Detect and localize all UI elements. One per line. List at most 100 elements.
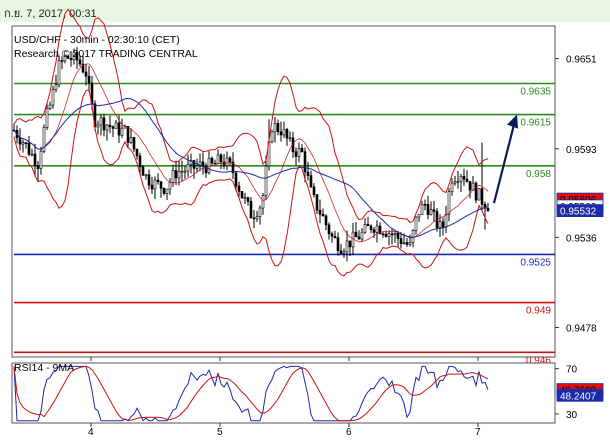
candle bbox=[261, 195, 265, 209]
candle bbox=[348, 240, 352, 248]
rsi-panel: 4567703049.769948.2407 bbox=[11, 362, 604, 438]
chart-title: USD/CHF - 30min - 02:30:10 (CET) bbox=[14, 34, 180, 46]
candle bbox=[297, 147, 301, 157]
price-tag bbox=[556, 204, 604, 218]
candle bbox=[147, 174, 151, 186]
candle bbox=[453, 181, 457, 184]
candle bbox=[396, 233, 400, 239]
level-label: 0.946 bbox=[526, 355, 551, 366]
candle bbox=[27, 142, 31, 155]
candle bbox=[99, 117, 103, 126]
candle bbox=[138, 155, 142, 168]
bollinger-lower bbox=[13, 88, 489, 277]
candle bbox=[429, 209, 433, 215]
candle bbox=[87, 75, 91, 84]
candle bbox=[342, 251, 346, 254]
candle bbox=[180, 170, 184, 173]
candle bbox=[45, 108, 49, 128]
main-panel-frame bbox=[11, 25, 556, 358]
y-tick-label: 0.9593 bbox=[566, 145, 597, 156]
candle bbox=[273, 123, 277, 133]
candle bbox=[333, 235, 337, 238]
candle bbox=[303, 151, 307, 173]
candle bbox=[282, 129, 286, 136]
bollinger-mid bbox=[13, 63, 489, 243]
x-tick-label: 6 bbox=[346, 427, 352, 438]
candle bbox=[105, 124, 109, 131]
candle bbox=[75, 51, 79, 61]
candle bbox=[126, 125, 130, 143]
candle bbox=[42, 127, 46, 152]
main-price-panel: 0.9651 0.9593 0.9536 0.9478 0.9635 0.9615 0.95… bbox=[11, 8, 604, 366]
candle bbox=[84, 71, 88, 77]
candle bbox=[228, 157, 232, 163]
candle bbox=[438, 221, 442, 228]
candle bbox=[423, 204, 427, 206]
candle bbox=[171, 170, 175, 183]
candle bbox=[390, 233, 394, 236]
candle bbox=[258, 207, 262, 217]
candle bbox=[57, 60, 61, 86]
rsi-tag-label: 48.2407 bbox=[560, 391, 597, 402]
candle bbox=[132, 137, 136, 150]
candle bbox=[69, 58, 73, 61]
candle bbox=[117, 122, 121, 136]
candle bbox=[300, 147, 304, 153]
candle bbox=[252, 217, 256, 220]
candle bbox=[174, 170, 178, 179]
candle bbox=[186, 164, 190, 172]
candle bbox=[366, 224, 370, 227]
candle bbox=[468, 181, 472, 191]
candle bbox=[450, 182, 454, 192]
candle bbox=[249, 200, 253, 219]
candle bbox=[129, 137, 133, 143]
candle bbox=[393, 233, 397, 236]
candle bbox=[165, 188, 169, 194]
moving-average bbox=[13, 97, 489, 238]
candle bbox=[456, 181, 460, 183]
candle bbox=[414, 216, 418, 231]
level-label: 0.958 bbox=[526, 169, 551, 180]
y-tick-label: 0.9651 bbox=[566, 55, 597, 66]
candle bbox=[21, 142, 25, 145]
candle bbox=[54, 84, 58, 90]
candle bbox=[177, 171, 181, 179]
candle bbox=[309, 175, 313, 188]
candle bbox=[417, 214, 421, 218]
candle bbox=[24, 142, 28, 144]
candle bbox=[231, 161, 235, 174]
candle bbox=[264, 165, 268, 196]
candle bbox=[195, 165, 199, 169]
rsi-panel-frame bbox=[11, 362, 556, 424]
candle bbox=[246, 197, 250, 202]
candle bbox=[327, 224, 331, 235]
bollinger-upper bbox=[13, 8, 489, 224]
forecast-arrow-line bbox=[492, 124, 516, 204]
candle bbox=[315, 194, 319, 211]
candle bbox=[153, 179, 157, 190]
candle bbox=[159, 181, 163, 189]
candle bbox=[33, 153, 37, 167]
x-tick-label: 7 bbox=[475, 427, 481, 438]
candle bbox=[237, 185, 241, 192]
candle bbox=[135, 148, 139, 157]
candle bbox=[459, 176, 463, 182]
candle bbox=[432, 209, 436, 212]
rsi-title: RSI14 - 9MA bbox=[14, 362, 74, 374]
candle bbox=[192, 160, 196, 169]
forecast-arrow-head bbox=[507, 114, 518, 129]
candle bbox=[207, 157, 211, 174]
candle bbox=[465, 178, 469, 182]
candle bbox=[405, 242, 409, 245]
candle bbox=[402, 242, 406, 244]
candle bbox=[18, 137, 22, 145]
candle bbox=[372, 229, 376, 233]
rsi-y-tick-label: 30 bbox=[566, 410, 578, 421]
candle bbox=[375, 225, 379, 233]
candle bbox=[312, 186, 316, 195]
y-tick-label: 0.9536 bbox=[566, 233, 597, 244]
candle bbox=[381, 233, 385, 236]
level-label: 0.949 bbox=[526, 306, 551, 317]
rsi-line bbox=[13, 365, 489, 422]
candle bbox=[63, 55, 67, 62]
